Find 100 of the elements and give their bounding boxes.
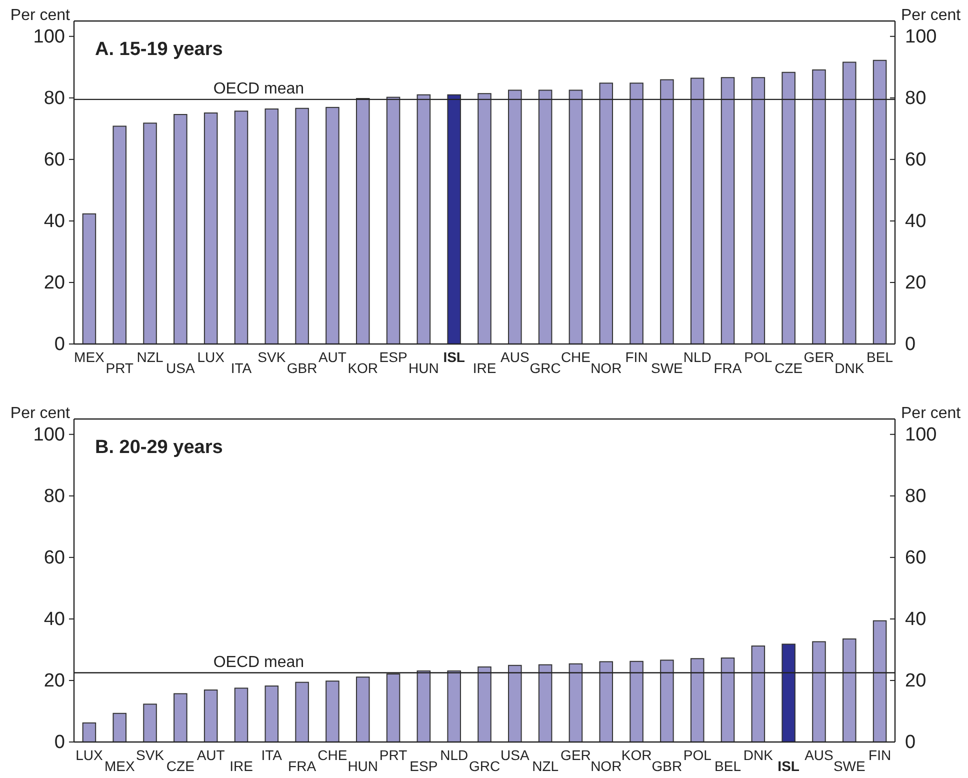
bar <box>264 686 279 742</box>
x-tick-label: USA <box>166 360 196 376</box>
x-tick-label: AUT <box>318 348 347 365</box>
x-tick-label: ESP <box>410 758 438 774</box>
x-tick-label: KOR <box>348 360 378 376</box>
x-tick-label: CZE <box>774 360 803 376</box>
y-tick-label: 80 <box>44 88 65 109</box>
bar <box>416 670 431 742</box>
x-tick-label: NZL <box>136 348 164 365</box>
bar <box>356 676 370 742</box>
y-tick-label: 40 <box>44 609 65 630</box>
x-tick-label: GER <box>804 348 834 365</box>
x-tick-label: HUN <box>408 360 439 376</box>
x-tick-label: FRA <box>714 360 742 376</box>
y2-tick-label: 60 <box>905 150 926 171</box>
x-tick-label: USA <box>500 746 530 763</box>
bar <box>204 112 218 344</box>
bar <box>478 93 492 344</box>
bar <box>690 78 704 344</box>
y2-axis-title: Per cent <box>901 7 962 24</box>
x-tick-label: BEL <box>714 758 742 774</box>
x-tick-label: DNK <box>743 746 774 763</box>
y-tick-label: 100 <box>33 424 65 446</box>
bar <box>204 690 218 742</box>
bar <box>112 712 126 742</box>
bar <box>508 664 522 742</box>
bar <box>326 680 340 742</box>
x-tick-label: KOR <box>621 746 652 763</box>
bar <box>660 79 674 344</box>
bar <box>690 658 704 742</box>
x-tick-label: IRE <box>230 758 253 774</box>
bar <box>82 722 96 742</box>
bar <box>872 60 887 344</box>
x-tick-label: NLD <box>440 746 468 763</box>
bar <box>842 62 856 344</box>
bar <box>568 90 583 344</box>
x-tick-label: MEX <box>74 348 106 365</box>
x-tick-label: NZL <box>532 758 559 774</box>
bar <box>478 666 492 742</box>
y-tick-label: 20 <box>44 272 65 294</box>
text: B. 20-29 years <box>95 437 223 458</box>
bar <box>508 90 522 344</box>
x-tick-label: GBR <box>652 758 682 774</box>
x-tick-label: HUN <box>348 758 378 774</box>
y-tick-label: 60 <box>44 548 65 569</box>
bar <box>812 641 826 742</box>
x-tick-label: NOR <box>590 758 622 774</box>
y2-tick-label: 80 <box>905 88 926 109</box>
bar <box>326 106 340 344</box>
x-tick-label: SWE <box>833 758 866 774</box>
bar <box>112 126 126 344</box>
x-tick-label: LUX <box>197 348 226 365</box>
y2-tick-label: 20 <box>905 272 926 294</box>
x-tick-label: MEX <box>104 758 136 774</box>
bar <box>447 94 461 344</box>
bar <box>174 693 188 742</box>
y2-tick-label: 20 <box>905 670 926 692</box>
x-tick-label: GBR <box>286 360 318 376</box>
bar <box>660 660 674 742</box>
bar <box>234 110 248 344</box>
y-tick-label: 100 <box>33 26 65 48</box>
x-tick-label: IRE <box>472 360 496 376</box>
x-tick-label: AUS <box>804 746 834 763</box>
x-tick-label: SWE <box>651 360 683 376</box>
x-tick-label: DNK <box>834 360 865 376</box>
y-tick-label: 0 <box>54 334 65 356</box>
bar <box>416 94 431 344</box>
bar <box>356 98 370 344</box>
bar <box>630 660 644 742</box>
bar <box>234 688 248 742</box>
x-tick-label: PRT <box>379 746 408 763</box>
bar <box>630 82 644 344</box>
y2-tick-label: 0 <box>905 334 916 356</box>
x-tick-label: AUT <box>196 746 226 763</box>
y-tick-label: 0 <box>54 732 65 754</box>
bar <box>538 664 552 742</box>
bar <box>599 82 614 344</box>
bar <box>386 96 400 344</box>
x-tick-label: FIN <box>625 348 648 365</box>
bar <box>143 122 157 344</box>
x-tick-label: ISL <box>443 348 466 365</box>
bar <box>568 663 583 742</box>
x-tick-label: POL <box>744 348 772 365</box>
y2-tick-label: 80 <box>905 486 926 507</box>
bar <box>386 674 400 742</box>
x-tick-label: FRA <box>288 758 317 774</box>
x-tick-label: GRC <box>468 758 500 774</box>
x-tick-label: ESP <box>379 348 408 365</box>
bar <box>782 72 796 344</box>
x-tick-label: POL <box>683 746 712 763</box>
bar <box>782 644 796 742</box>
y-tick-label: 20 <box>44 670 65 692</box>
x-tick-label: CZE <box>166 758 194 774</box>
x-tick-label: CHE <box>318 746 348 763</box>
x-tick-label: BEL <box>866 348 894 365</box>
x-tick-label: GER <box>560 746 591 763</box>
y2-tick-label: 0 <box>905 732 916 754</box>
y2-tick-label: 60 <box>905 548 926 569</box>
bar <box>82 213 96 344</box>
x-tick-label: NOR <box>590 360 622 376</box>
